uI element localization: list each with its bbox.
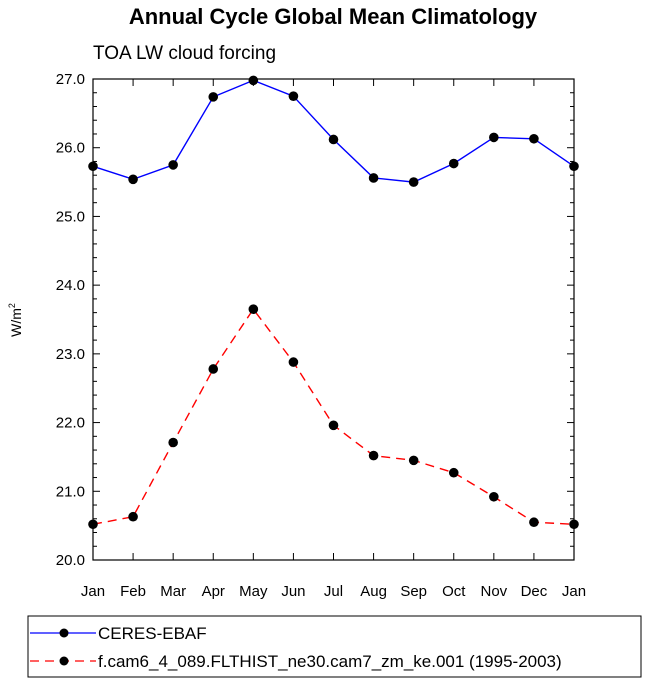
legend-box [27,615,642,678]
x-tick-label: Nov [480,583,507,600]
x-tick-label: Sep [400,583,427,600]
series-0-point [569,161,579,172]
plot-frame [92,78,575,561]
series-1-point [529,517,539,528]
series-0-point [489,132,499,143]
series-1-point [368,450,379,461]
series-1-point [248,304,259,314]
series-1-point [288,357,299,367]
series-line-0 [92,79,575,183]
y-tick-label: 25.0 [56,208,85,225]
series-0-point [408,177,419,187]
series-1-point [448,467,459,478]
x-tick-label: Apr [202,583,225,600]
plot-area [92,78,575,561]
series-1-point [168,437,178,448]
series-0-point [368,173,379,183]
series-0-point [208,92,219,102]
series-1-point [88,519,98,530]
y-tick-label: 26.0 [56,140,85,157]
series-0-point [248,75,259,86]
series-0-point [128,174,138,185]
legend: CERES-EBAF f.cam6_4_089.FLTHIST_ne30.cam… [27,615,642,678]
y-axis: 20.0 21.0 22.0 23.0 24.0 25.0 26.0 27.0 [56,71,574,569]
series-1-point [208,364,219,374]
x-tick-label: Dec [521,583,548,600]
y-tick-label: 27.0 [56,71,85,88]
chart-title: Annual Cycle Global Mean Climatology [129,4,538,29]
series-1-point [328,420,339,431]
x-tick-label: Jul [324,583,343,600]
x-tick-label: Jun [281,583,305,600]
series-0-point [288,91,299,101]
y-tick-label: 23.0 [56,346,85,363]
chart-subtitle: TOA LW cloud forcing [93,43,276,64]
series-0-point [88,161,98,172]
series-0-point [168,160,178,170]
legend-label-model: f.cam6_4_089.FLTHIST_ne30.cam7_zm_ke.001… [98,652,562,671]
y-tick-label: 20.0 [56,552,85,569]
y-tick-label: 22.0 [56,415,85,432]
series-line-1 [92,307,575,525]
x-tick-label: Feb [120,583,146,600]
y-tick-label: 21.0 [56,483,85,500]
y-tick-label: 24.0 [56,277,85,294]
x-tick-label: May [239,583,268,600]
series-0-point [328,134,339,145]
series-1-point [489,491,499,502]
x-tick-label: Oct [442,583,466,600]
series-lines [88,75,579,530]
series-1-point [569,519,579,530]
series-0-point [529,133,539,144]
x-tick-label: Mar [160,583,186,600]
x-tick-label: Aug [360,583,387,600]
x-axis: Jan Feb Mar Apr May Jun Jul Aug Sep Oct Nov Dec Jan [81,79,586,600]
legend-marker-ceres [59,628,69,638]
y-axis-label-text: W/m [8,308,24,337]
x-tick-label: Jan [562,583,586,600]
y-axis-label: W/m2 [7,303,24,337]
series-1-point [408,455,419,466]
series-0-point [448,158,459,169]
x-tick-label: Jan [81,583,105,600]
y-axis-label-superscript: 2 [7,303,17,308]
legend-marker-model [59,656,69,666]
legend-label-ceres: CERES-EBAF [98,624,207,643]
series-1-point [128,511,138,522]
